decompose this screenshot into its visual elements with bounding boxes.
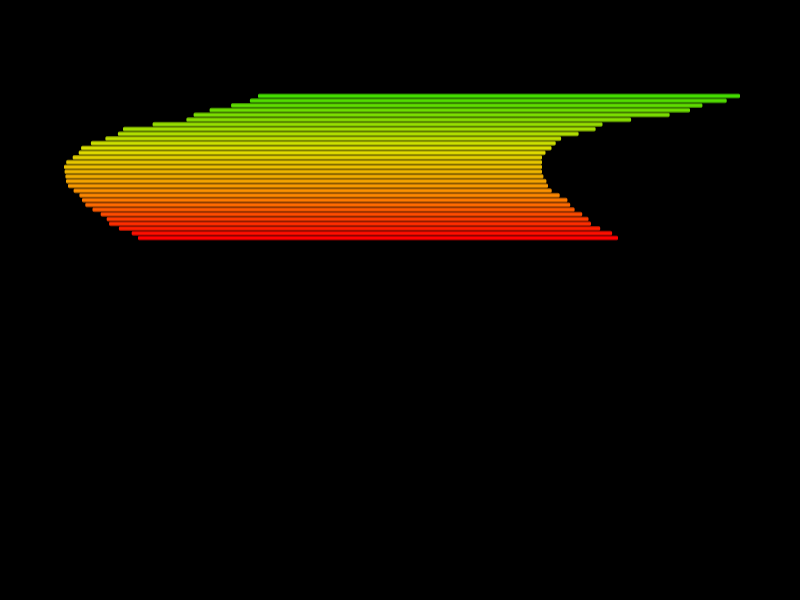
line-segment-shading xyxy=(117,131,579,137)
line-segment-shading xyxy=(186,117,632,123)
line-segment-shading xyxy=(138,235,618,241)
line-segment-shading xyxy=(79,192,560,198)
line-segment-shading xyxy=(66,178,547,184)
line-segment-shading xyxy=(249,98,727,104)
line-segment-shading xyxy=(109,221,591,227)
line-segment-shading xyxy=(90,140,556,146)
line-segment-shading xyxy=(68,183,548,189)
line-segment-shading xyxy=(65,174,544,179)
line-segment-shading xyxy=(258,93,740,99)
line-segment-shading xyxy=(64,169,542,175)
line-segment-shading xyxy=(73,188,552,194)
line-segment-shading xyxy=(100,211,583,217)
line-segment-shading xyxy=(72,155,542,160)
horizontal-lines-group xyxy=(64,93,740,241)
line-segment-shading xyxy=(105,136,562,142)
line-segment-shading xyxy=(106,216,589,222)
line-segment-shading xyxy=(81,145,552,151)
line-segment-shading xyxy=(209,107,690,113)
line-segment-shading xyxy=(66,159,542,165)
line-segment-shading xyxy=(64,164,542,170)
line-segment-shading xyxy=(92,207,575,213)
line-segment-shading xyxy=(193,112,670,118)
line-segment-shading xyxy=(231,103,703,108)
line-segment-shading xyxy=(82,197,568,203)
line-segment-shading xyxy=(131,230,613,236)
line-segment-shading xyxy=(78,150,546,156)
line-segment-shading xyxy=(85,202,571,208)
line-segment-shading xyxy=(123,126,596,132)
line-segment-shading xyxy=(118,226,601,231)
line-segment-shading xyxy=(152,121,603,127)
